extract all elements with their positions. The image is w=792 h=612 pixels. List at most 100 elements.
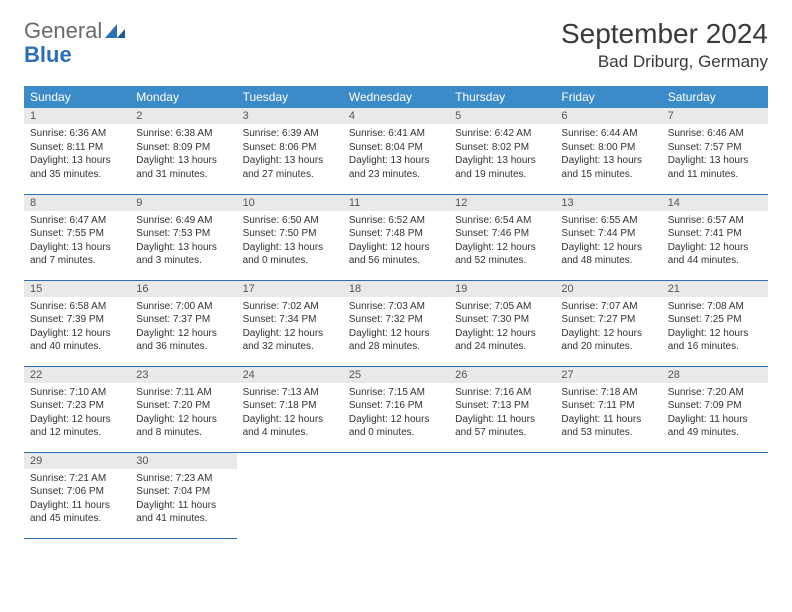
calendar-cell: 20Sunrise: 7:07 AMSunset: 7:27 PMDayligh… <box>555 280 661 366</box>
day-number: 15 <box>24 281 130 297</box>
calendar-cell: 27Sunrise: 7:18 AMSunset: 7:11 PMDayligh… <box>555 366 661 452</box>
day-number: 20 <box>555 281 661 297</box>
calendar-cell: 4Sunrise: 6:41 AMSunset: 8:04 PMDaylight… <box>343 108 449 194</box>
day-number: 5 <box>449 108 555 124</box>
day-detail: Sunrise: 7:08 AMSunset: 7:25 PMDaylight:… <box>662 297 768 358</box>
day-number: 1 <box>24 108 130 124</box>
day-number: 9 <box>130 195 236 211</box>
day-number: 10 <box>237 195 343 211</box>
day-detail: Sunrise: 7:00 AMSunset: 7:37 PMDaylight:… <box>130 297 236 358</box>
calendar-row: 29Sunrise: 7:21 AMSunset: 7:06 PMDayligh… <box>24 452 768 538</box>
day-number: 29 <box>24 453 130 469</box>
calendar-cell: 7Sunrise: 6:46 AMSunset: 7:57 PMDaylight… <box>662 108 768 194</box>
calendar-row: 15Sunrise: 6:58 AMSunset: 7:39 PMDayligh… <box>24 280 768 366</box>
logo: General <box>24 18 125 44</box>
calendar-cell: 3Sunrise: 6:39 AMSunset: 8:06 PMDaylight… <box>237 108 343 194</box>
day-number: 23 <box>130 367 236 383</box>
day-detail: Sunrise: 6:52 AMSunset: 7:48 PMDaylight:… <box>343 211 449 272</box>
day-number: 28 <box>662 367 768 383</box>
location-text: Bad Driburg, Germany <box>561 52 768 72</box>
calendar-cell <box>343 452 449 538</box>
calendar-cell: 22Sunrise: 7:10 AMSunset: 7:23 PMDayligh… <box>24 366 130 452</box>
header: General September 2024 Bad Driburg, Germ… <box>24 18 768 72</box>
day-number: 25 <box>343 367 449 383</box>
day-detail: Sunrise: 6:55 AMSunset: 7:44 PMDaylight:… <box>555 211 661 272</box>
calendar-cell: 17Sunrise: 7:02 AMSunset: 7:34 PMDayligh… <box>237 280 343 366</box>
day-detail: Sunrise: 7:23 AMSunset: 7:04 PMDaylight:… <box>130 469 236 530</box>
day-detail: Sunrise: 7:11 AMSunset: 7:20 PMDaylight:… <box>130 383 236 444</box>
day-detail: Sunrise: 7:16 AMSunset: 7:13 PMDaylight:… <box>449 383 555 444</box>
calendar-cell: 25Sunrise: 7:15 AMSunset: 7:16 PMDayligh… <box>343 366 449 452</box>
weekday-header: Saturday <box>662 86 768 108</box>
day-number: 22 <box>24 367 130 383</box>
day-number: 18 <box>343 281 449 297</box>
day-number: 3 <box>237 108 343 124</box>
calendar-cell: 11Sunrise: 6:52 AMSunset: 7:48 PMDayligh… <box>343 194 449 280</box>
calendar-cell: 18Sunrise: 7:03 AMSunset: 7:32 PMDayligh… <box>343 280 449 366</box>
calendar-cell: 5Sunrise: 6:42 AMSunset: 8:02 PMDaylight… <box>449 108 555 194</box>
day-number: 11 <box>343 195 449 211</box>
day-detail: Sunrise: 6:42 AMSunset: 8:02 PMDaylight:… <box>449 124 555 185</box>
calendar-cell <box>555 452 661 538</box>
day-number: 16 <box>130 281 236 297</box>
title-block: September 2024 Bad Driburg, Germany <box>561 18 768 72</box>
logo-icon <box>105 18 125 44</box>
day-detail: Sunrise: 7:07 AMSunset: 7:27 PMDaylight:… <box>555 297 661 358</box>
calendar-row: 8Sunrise: 6:47 AMSunset: 7:55 PMDaylight… <box>24 194 768 280</box>
calendar-row: 1Sunrise: 6:36 AMSunset: 8:11 PMDaylight… <box>24 108 768 194</box>
day-detail: Sunrise: 6:46 AMSunset: 7:57 PMDaylight:… <box>662 124 768 185</box>
weekday-header: Monday <box>130 86 236 108</box>
day-number: 8 <box>24 195 130 211</box>
day-detail: Sunrise: 7:02 AMSunset: 7:34 PMDaylight:… <box>237 297 343 358</box>
weekday-header-row: Sunday Monday Tuesday Wednesday Thursday… <box>24 86 768 108</box>
day-number: 14 <box>662 195 768 211</box>
day-detail: Sunrise: 6:39 AMSunset: 8:06 PMDaylight:… <box>237 124 343 185</box>
day-number: 12 <box>449 195 555 211</box>
calendar-cell: 10Sunrise: 6:50 AMSunset: 7:50 PMDayligh… <box>237 194 343 280</box>
weekday-header: Friday <box>555 86 661 108</box>
day-detail: Sunrise: 7:20 AMSunset: 7:09 PMDaylight:… <box>662 383 768 444</box>
day-detail: Sunrise: 6:58 AMSunset: 7:39 PMDaylight:… <box>24 297 130 358</box>
calendar-cell: 29Sunrise: 7:21 AMSunset: 7:06 PMDayligh… <box>24 452 130 538</box>
calendar-body: 1Sunrise: 6:36 AMSunset: 8:11 PMDaylight… <box>24 108 768 538</box>
day-number: 24 <box>237 367 343 383</box>
calendar-cell: 1Sunrise: 6:36 AMSunset: 8:11 PMDaylight… <box>24 108 130 194</box>
day-detail: Sunrise: 7:15 AMSunset: 7:16 PMDaylight:… <box>343 383 449 444</box>
logo-text-general: General <box>24 18 102 44</box>
calendar-cell: 19Sunrise: 7:05 AMSunset: 7:30 PMDayligh… <box>449 280 555 366</box>
weekday-header: Thursday <box>449 86 555 108</box>
calendar-cell: 2Sunrise: 6:38 AMSunset: 8:09 PMDaylight… <box>130 108 236 194</box>
day-detail: Sunrise: 6:41 AMSunset: 8:04 PMDaylight:… <box>343 124 449 185</box>
day-number: 26 <box>449 367 555 383</box>
calendar-cell: 21Sunrise: 7:08 AMSunset: 7:25 PMDayligh… <box>662 280 768 366</box>
calendar-cell <box>237 452 343 538</box>
calendar-cell: 30Sunrise: 7:23 AMSunset: 7:04 PMDayligh… <box>130 452 236 538</box>
day-number: 27 <box>555 367 661 383</box>
page-title: September 2024 <box>561 18 768 50</box>
day-number: 4 <box>343 108 449 124</box>
calendar-cell: 8Sunrise: 6:47 AMSunset: 7:55 PMDaylight… <box>24 194 130 280</box>
logo-text-blue: Blue <box>24 42 72 68</box>
day-detail: Sunrise: 6:50 AMSunset: 7:50 PMDaylight:… <box>237 211 343 272</box>
calendar-cell: 14Sunrise: 6:57 AMSunset: 7:41 PMDayligh… <box>662 194 768 280</box>
day-number: 2 <box>130 108 236 124</box>
calendar-cell: 12Sunrise: 6:54 AMSunset: 7:46 PMDayligh… <box>449 194 555 280</box>
weekday-header: Tuesday <box>237 86 343 108</box>
day-detail: Sunrise: 6:57 AMSunset: 7:41 PMDaylight:… <box>662 211 768 272</box>
calendar-cell: 13Sunrise: 6:55 AMSunset: 7:44 PMDayligh… <box>555 194 661 280</box>
day-detail: Sunrise: 6:44 AMSunset: 8:00 PMDaylight:… <box>555 124 661 185</box>
day-detail: Sunrise: 6:49 AMSunset: 7:53 PMDaylight:… <box>130 211 236 272</box>
calendar-cell: 6Sunrise: 6:44 AMSunset: 8:00 PMDaylight… <box>555 108 661 194</box>
day-number: 19 <box>449 281 555 297</box>
weekday-header: Sunday <box>24 86 130 108</box>
day-number: 7 <box>662 108 768 124</box>
day-number: 17 <box>237 281 343 297</box>
day-number: 30 <box>130 453 236 469</box>
calendar-cell: 9Sunrise: 6:49 AMSunset: 7:53 PMDaylight… <box>130 194 236 280</box>
day-detail: Sunrise: 6:36 AMSunset: 8:11 PMDaylight:… <box>24 124 130 185</box>
calendar-row: 22Sunrise: 7:10 AMSunset: 7:23 PMDayligh… <box>24 366 768 452</box>
day-number: 21 <box>662 281 768 297</box>
day-number: 6 <box>555 108 661 124</box>
logo-blue-line: Blue <box>24 42 72 68</box>
day-detail: Sunrise: 7:18 AMSunset: 7:11 PMDaylight:… <box>555 383 661 444</box>
